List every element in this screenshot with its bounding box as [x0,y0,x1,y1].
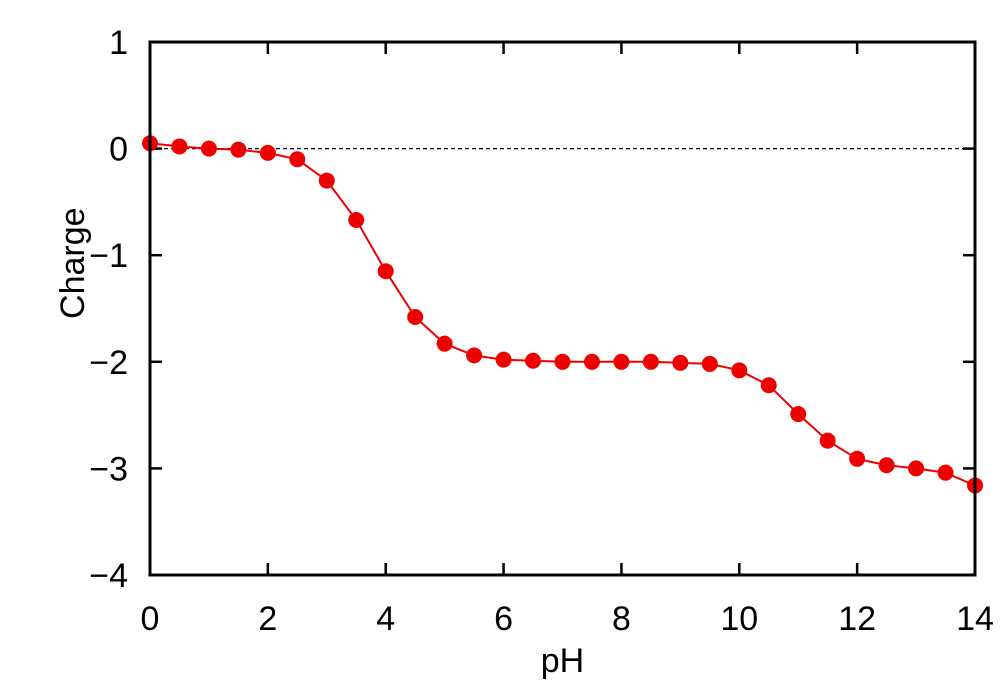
data-point [259,144,276,161]
y-tick-label: −4 [89,557,128,595]
data-point [849,450,866,467]
data-point [819,432,836,449]
x-tick-label: 8 [612,600,631,638]
y-tick-label: −2 [89,344,128,382]
data-point [377,263,394,280]
x-tick-label: 6 [494,600,513,638]
data-point [731,362,748,379]
y-tick-label: 1 [109,24,128,62]
data-point [613,353,630,370]
data-point [525,352,542,369]
x-tick-label: 12 [838,600,876,638]
data-point [348,212,365,229]
axis-ticks [148,40,977,577]
data-point [878,457,895,474]
data-point [908,460,925,477]
data-point [583,353,600,370]
x-tick-label: 10 [720,600,758,638]
data-point [318,172,335,189]
x-tick-label: 4 [376,600,395,638]
data-point [554,353,571,370]
y-tick-label: −3 [89,450,128,488]
x-tick-labels: 0 2 4 6 8 10 12 14 [141,600,994,638]
y-tick-label: −1 [89,237,128,275]
data-point [289,151,306,168]
data-point [701,355,718,372]
x-tick-label: 14 [956,600,994,638]
data-point [760,377,777,394]
y-tick-labels: 1 0 −1 −2 −3 −4 [89,24,128,595]
series-layer [142,135,983,494]
data-point [495,351,512,368]
x-axis-title: pH [541,642,584,680]
y-axis-title: Charge [54,207,92,319]
data-point [230,141,247,158]
data-point [171,138,188,155]
data-point [200,140,217,157]
data-point [436,335,453,352]
data-point [937,464,954,481]
y-tick-label: 0 [109,131,128,169]
data-point [642,353,659,370]
plot-frame [148,40,977,577]
x-tick-label: 2 [258,600,277,638]
x-tick-label: 0 [141,600,160,638]
data-point [790,406,807,423]
data-point [672,354,689,371]
data-point [407,309,424,326]
data-point [466,347,483,364]
series-line [149,142,976,487]
